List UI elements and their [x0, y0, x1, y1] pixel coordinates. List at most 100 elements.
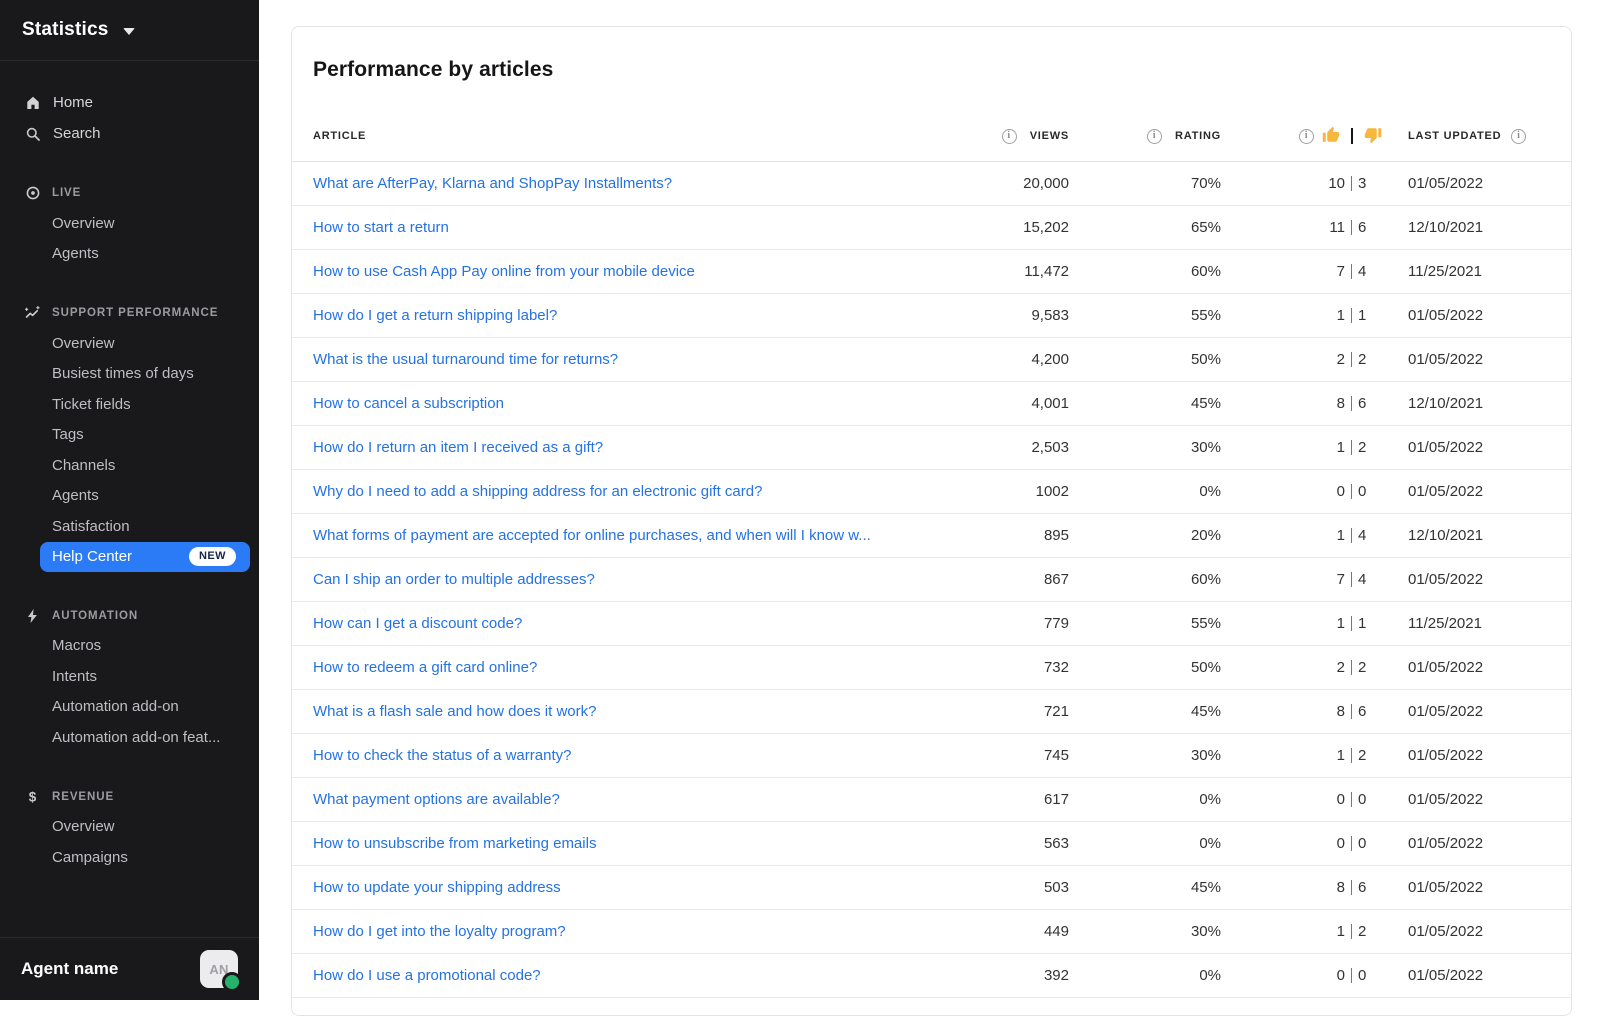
votes-info-icon[interactable]: i — [1299, 128, 1314, 144]
views-info-icon[interactable]: i — [1001, 128, 1017, 144]
thumbs-up-count: 0 — [1336, 483, 1345, 500]
sidebar-item-overview[interactable]: Overview — [0, 328, 259, 359]
avatar[interactable]: AN — [200, 950, 242, 992]
votes-separator — [1351, 128, 1353, 144]
live-icon — [24, 185, 41, 202]
thumbs-down-count: 4 — [1358, 571, 1367, 588]
views-value: 721 — [1043, 703, 1069, 720]
thumbs-down-count: 3 — [1358, 175, 1367, 192]
sidebar-item-macros[interactable]: Macros — [0, 631, 259, 662]
table-row: How to update your shipping address 503 … — [292, 866, 1571, 910]
thumbs-down-count: 0 — [1358, 483, 1367, 500]
thumbs-down-count: 2 — [1358, 923, 1367, 940]
sidebar-item-automation-add-on[interactable]: Automation add-on — [0, 692, 259, 723]
rating-value: 20% — [1190, 527, 1221, 544]
table-row: How to cancel a subscription 4,001 45% 8… — [292, 382, 1571, 426]
rating-value: 30% — [1190, 439, 1221, 456]
sidebar-item-agents[interactable]: Agents — [0, 239, 259, 270]
article-link[interactable]: How do I get a return shipping label? — [313, 307, 558, 324]
sidebar-section-header: AUTOMATION — [0, 601, 259, 631]
thumbs-up-count: 8 — [1336, 703, 1345, 720]
thumbs-up-count: 2 — [1336, 351, 1345, 368]
thumbs-up-count: 8 — [1336, 395, 1345, 412]
page-title: Performance by articles — [313, 58, 554, 81]
sidebar-item-ticket-fields[interactable]: Ticket fields — [0, 389, 259, 420]
last-updated-value: 01/05/2022 — [1408, 747, 1484, 764]
sidebar-item-automation-add-on-feat[interactable]: Automation add-on feat... — [0, 722, 259, 753]
workspace-title: Statistics — [22, 19, 109, 40]
votes-value: 0 0 — [1221, 835, 1382, 852]
votes-separator — [1350, 176, 1353, 191]
rating-value: 50% — [1190, 659, 1221, 676]
thumbs-up-count: 11 — [1329, 219, 1345, 236]
sidebar-item-label: Automation add-on — [52, 698, 179, 716]
column-header-views: i VIEWS — [949, 128, 1069, 144]
rating-value: 50% — [1190, 351, 1221, 368]
rating-value: 65% — [1190, 219, 1221, 236]
sidebar-item-agents[interactable]: Agents — [0, 481, 259, 512]
table-row: How do I get into the loyalty program? 4… — [292, 910, 1571, 954]
article-link[interactable]: What payment options are available? — [313, 791, 560, 808]
votes-separator — [1350, 924, 1353, 939]
votes-value: 0 0 — [1221, 483, 1382, 500]
last-updated-value: 01/05/2022 — [1408, 791, 1484, 808]
sidebar-item-intents[interactable]: Intents — [0, 661, 259, 692]
last-updated-value: 12/10/2021 — [1408, 527, 1484, 544]
article-link[interactable]: What forms of payment are accepted for o… — [313, 527, 871, 544]
article-link[interactable]: What are AfterPay, Klarna and ShopPay In… — [313, 175, 673, 192]
article-link[interactable]: How do I use a promotional code? — [313, 967, 541, 984]
article-link[interactable]: How can I get a discount code? — [313, 615, 523, 632]
sidebar-item-label: Agents — [52, 245, 99, 263]
table-header-row: ARTICLE i VIEWS i RATING i LAST UPDATED i — [292, 111, 1571, 162]
table-row: How do I return an item I received as a … — [292, 426, 1571, 470]
sidebar-item-campaigns[interactable]: Campaigns — [0, 842, 259, 873]
sidebar-item-channels[interactable]: Channels — [0, 450, 259, 481]
rating-value: 30% — [1190, 747, 1221, 764]
sidebar-item-search[interactable]: Search — [0, 118, 259, 149]
article-link[interactable]: Why do I need to add a shipping address … — [313, 483, 763, 500]
last-updated-value: 01/05/2022 — [1408, 659, 1484, 676]
table-row: Why do I need to add a shipping address … — [292, 470, 1571, 514]
sidebar-item-satisfaction[interactable]: Satisfaction — [0, 511, 259, 542]
article-link[interactable]: Can I ship an order to multiple addresse… — [313, 571, 595, 588]
article-link[interactable]: How to redeem a gift card online? — [313, 659, 538, 676]
votes-value: 1 1 — [1221, 615, 1382, 632]
last-updated-value: 01/05/2022 — [1408, 483, 1484, 500]
thumbs-down-count: 0 — [1358, 835, 1367, 852]
votes-separator — [1350, 660, 1353, 675]
sidebar-item-tags[interactable]: Tags — [0, 420, 259, 451]
workspace-switcher[interactable]: Statistics — [0, 0, 259, 61]
votes-separator — [1350, 308, 1353, 323]
last-updated-info-icon[interactable]: i — [1511, 128, 1527, 144]
article-link[interactable]: How to check the status of a warranty? — [313, 747, 572, 764]
sidebar-item-busiest-times-of-days[interactable]: Busiest times of days — [0, 359, 259, 390]
article-link[interactable]: How to update your shipping address — [313, 879, 561, 896]
sidebar-item-label: Agents — [52, 487, 99, 505]
votes-separator — [1350, 836, 1353, 851]
column-header-rating-label: RATING — [1175, 130, 1221, 142]
article-link[interactable]: How do I get into the loyalty program? — [313, 923, 566, 940]
article-link[interactable]: How to cancel a subscription — [313, 395, 504, 412]
last-updated-value: 01/05/2022 — [1408, 967, 1484, 984]
sidebar-item-overview[interactable]: Overview — [0, 208, 259, 239]
sidebar-item-label: Ticket fields — [52, 395, 131, 413]
main-content: Performance by articles ARTICLE i VIEWS i… — [259, 0, 1600, 1016]
thumbs-up-count: 2 — [1336, 659, 1345, 676]
rating-info-icon[interactable]: i — [1147, 128, 1163, 144]
thumbs-up-count: 0 — [1336, 791, 1345, 808]
sidebar-item-overview[interactable]: Overview — [0, 812, 259, 843]
sidebar-item-help-center[interactable]: Help Center NEW — [40, 541, 250, 572]
article-link[interactable]: How to start a return — [313, 219, 449, 236]
table-row: What are AfterPay, Klarna and ShopPay In… — [292, 162, 1571, 206]
table-row: How do I get a return shipping label? 9,… — [292, 294, 1571, 338]
article-link[interactable]: What is a flash sale and how does it wor… — [313, 703, 597, 720]
sidebar-section-header: LIVE — [0, 178, 259, 208]
rating-value: 0% — [1199, 967, 1221, 984]
article-link[interactable]: What is the usual turnaround time for re… — [313, 351, 619, 368]
votes-value: 7 4 — [1221, 571, 1382, 588]
article-link[interactable]: How do I return an item I received as a … — [313, 439, 604, 456]
article-link[interactable]: How to unsubscribe from marketing emails — [313, 835, 597, 852]
votes-value: 0 0 — [1221, 967, 1382, 984]
sidebar-item-home[interactable]: Home — [0, 87, 259, 118]
article-link[interactable]: How to use Cash App Pay online from your… — [313, 263, 695, 280]
